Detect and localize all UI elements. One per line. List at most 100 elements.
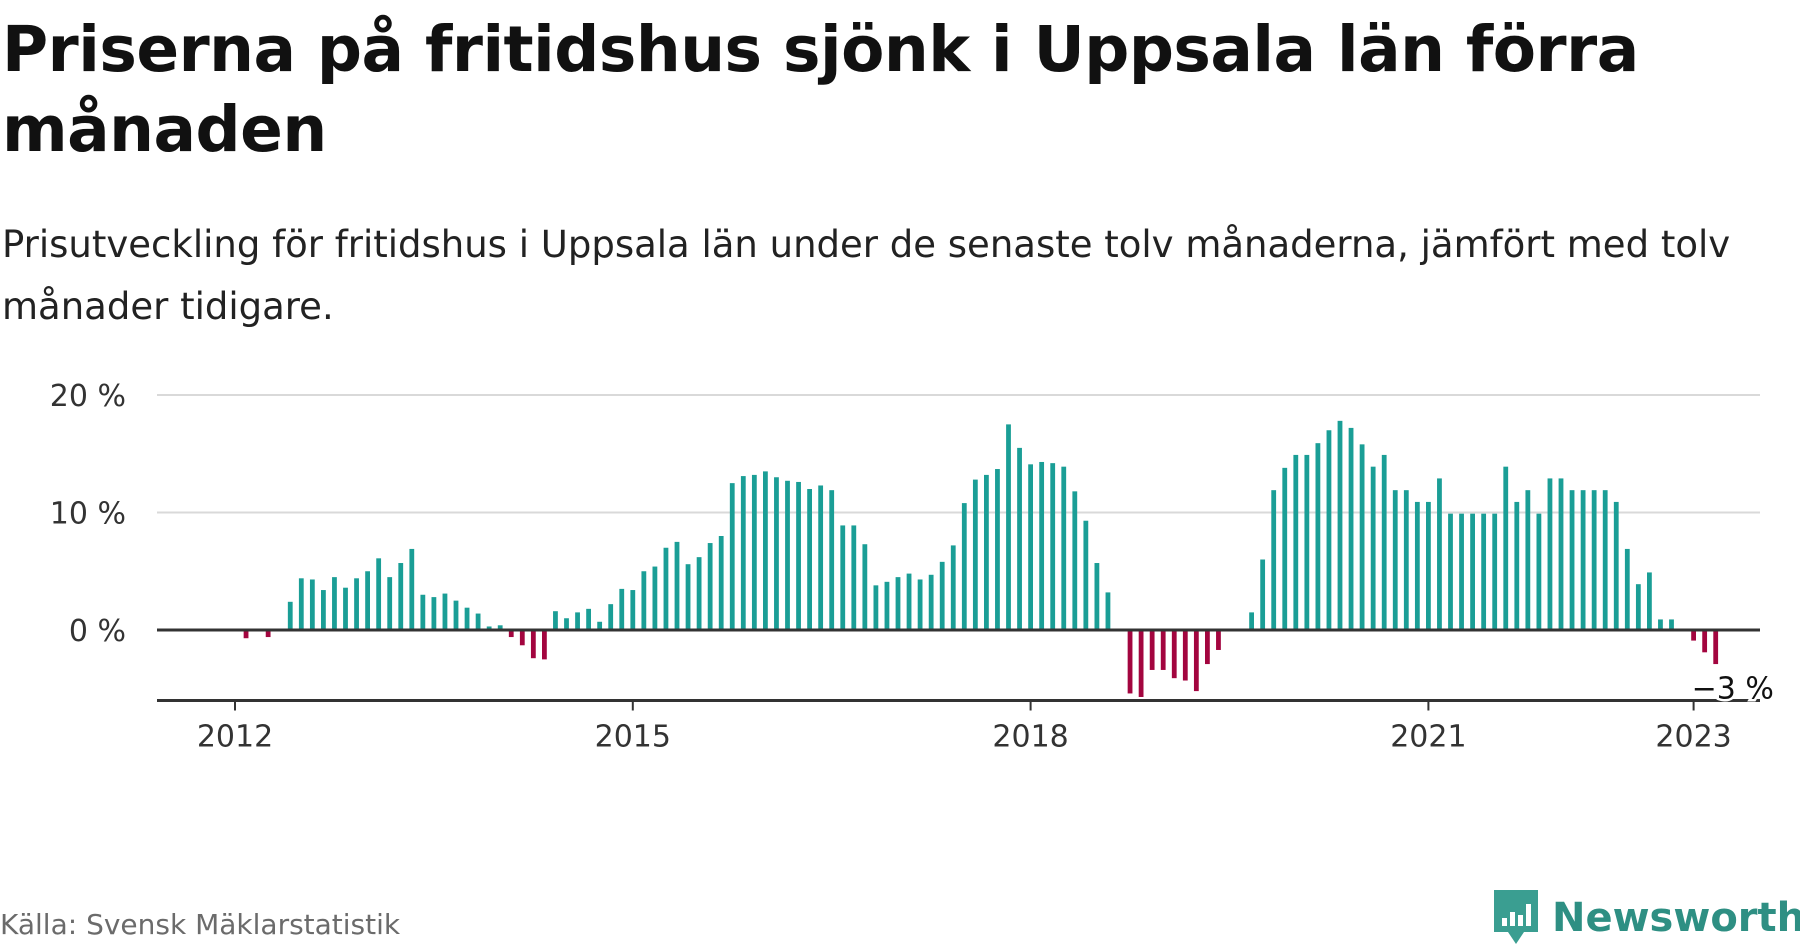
bar	[1403, 490, 1409, 630]
bar	[1193, 630, 1199, 692]
bar	[1249, 612, 1254, 631]
bar	[1470, 513, 1475, 631]
y-tick-label: 10 %	[50, 497, 126, 532]
bar	[321, 590, 326, 630]
bar	[685, 564, 691, 630]
bar	[1580, 490, 1586, 630]
bar	[575, 612, 580, 631]
bar	[961, 503, 967, 630]
bar	[785, 480, 790, 630]
bar	[707, 543, 713, 630]
bar	[862, 544, 868, 630]
x-tick-label: 2018	[992, 720, 1068, 755]
bar	[652, 566, 658, 630]
bar	[1492, 513, 1498, 631]
bar	[619, 588, 625, 631]
bar	[1514, 501, 1520, 630]
bar	[1337, 420, 1343, 630]
x-tick-label: 2015	[595, 720, 671, 755]
bar	[1624, 548, 1630, 631]
bar	[1691, 630, 1696, 641]
bar	[729, 483, 735, 631]
bar	[1370, 466, 1376, 630]
bar	[1503, 466, 1509, 630]
bar	[1602, 490, 1608, 630]
bar	[553, 611, 558, 630]
bar	[332, 577, 337, 631]
bar	[751, 474, 757, 630]
bar	[420, 594, 426, 630]
bar	[1006, 424, 1011, 631]
bar	[829, 490, 835, 630]
bar	[718, 536, 724, 630]
bar	[486, 626, 492, 630]
bar	[586, 608, 591, 630]
source-note: Källa: Svensk Mäklarstatistik	[0, 908, 401, 941]
bar	[1138, 630, 1144, 697]
bar	[950, 545, 956, 630]
bar	[376, 558, 382, 630]
bar	[398, 563, 404, 630]
bar	[1216, 630, 1221, 650]
bar	[873, 585, 879, 630]
bar	[597, 621, 603, 630]
bar	[917, 579, 923, 630]
newsworthy-logo: Newsworthy	[1492, 888, 1800, 948]
bar	[564, 618, 569, 630]
bar	[298, 578, 304, 630]
bar	[354, 578, 359, 630]
bar	[1459, 513, 1464, 631]
bar	[1647, 572, 1652, 631]
bar	[1392, 490, 1398, 630]
bar	[387, 577, 393, 631]
bar	[763, 471, 768, 631]
bar	[807, 489, 812, 630]
bar	[1171, 630, 1177, 679]
bar	[1061, 466, 1067, 630]
bar	[608, 604, 614, 630]
bar	[1558, 478, 1564, 630]
bar	[818, 485, 824, 630]
brand-name: Newsworthy	[1552, 895, 1800, 941]
bar	[1426, 501, 1431, 630]
bar	[1669, 619, 1674, 631]
bar	[939, 561, 945, 630]
bar	[343, 587, 348, 630]
bar	[309, 579, 315, 630]
chart-title: Priserna på fritidshus sjönk i Uppsala l…	[2, 13, 1639, 166]
bar	[630, 590, 636, 630]
last-value-label: −3 %	[1692, 672, 1774, 707]
bar	[906, 573, 912, 630]
bar	[740, 476, 746, 630]
bar	[1525, 490, 1531, 630]
bar	[519, 630, 525, 646]
bar	[1481, 513, 1487, 631]
bar	[1127, 630, 1133, 694]
bar	[1160, 630, 1166, 670]
bar	[1260, 559, 1266, 630]
bar	[641, 571, 647, 630]
bar	[1149, 630, 1155, 670]
bar	[1293, 454, 1299, 630]
bar	[1635, 584, 1641, 630]
bar	[674, 541, 680, 631]
bar	[1326, 430, 1332, 630]
bar	[1039, 461, 1045, 630]
bar	[1050, 463, 1056, 630]
x-tick-label: 2021	[1390, 720, 1466, 755]
bar	[542, 630, 547, 660]
bar	[1547, 478, 1553, 630]
bar	[1205, 630, 1210, 665]
bar-chart: 0 % 10 % 20 % 2012 2015 2018 2021 2023 −3 %	[50, 379, 1777, 755]
bar	[431, 597, 437, 630]
bar	[1437, 478, 1442, 630]
bar	[796, 481, 801, 630]
bar	[1028, 464, 1033, 630]
bar	[497, 625, 503, 630]
bar	[464, 607, 470, 630]
bar	[1658, 619, 1663, 631]
bar	[663, 547, 669, 630]
bar	[1448, 513, 1453, 631]
bar	[453, 600, 459, 631]
bar	[1105, 592, 1111, 630]
